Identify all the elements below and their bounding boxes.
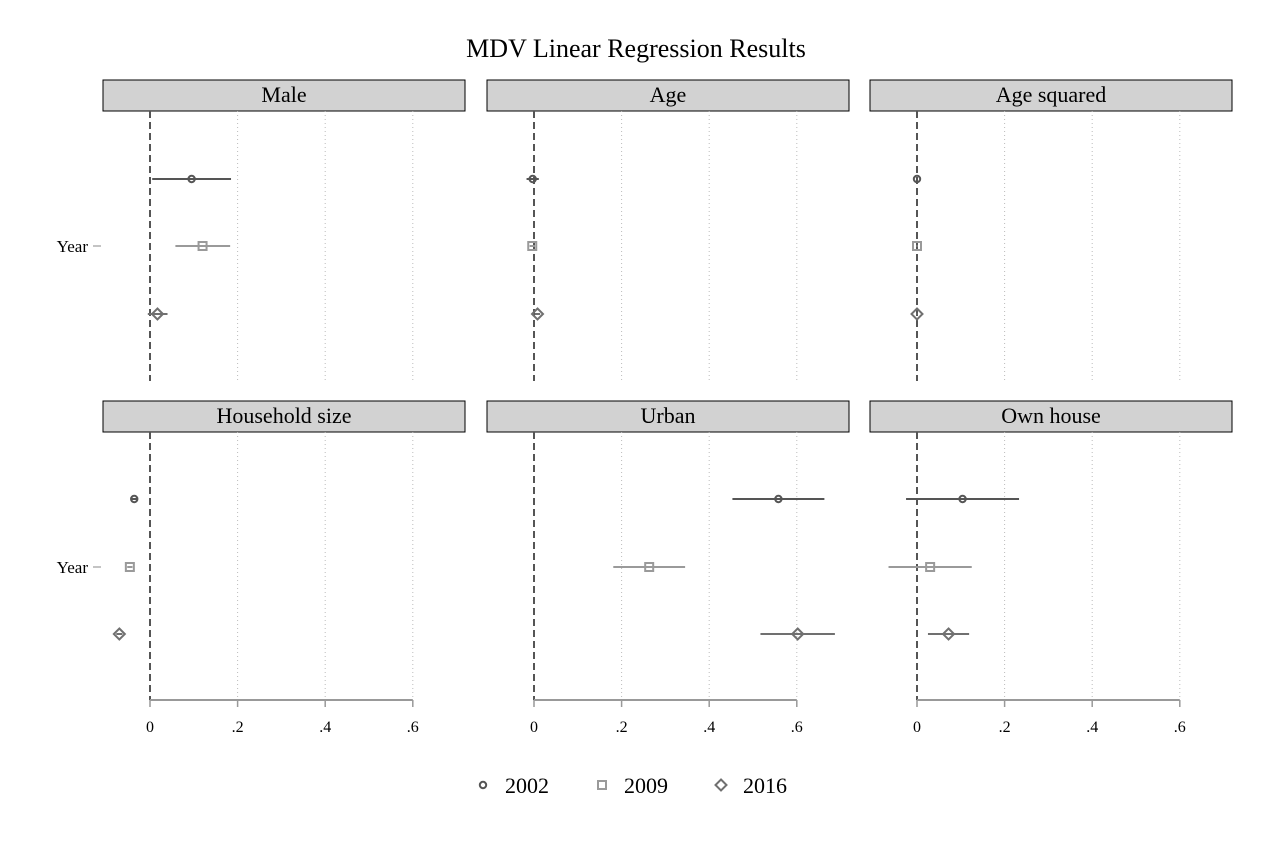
panel-age: Age bbox=[486, 79, 850, 381]
panel-header-age-squared bbox=[869, 79, 1233, 112]
x-tick-label-household-size-3: .6 bbox=[407, 719, 419, 736]
panel-label-age: Age bbox=[650, 82, 687, 107]
marker-household-size-2016 bbox=[112, 627, 127, 641]
panel-label-male: Male bbox=[261, 82, 306, 107]
x-axis-own-house: 0 .2 .4 .6 bbox=[913, 699, 1186, 736]
x-tick-label-own-house-2: .4 bbox=[1086, 719, 1098, 736]
marker-age-2016 bbox=[530, 307, 545, 321]
panel-male: Male Year bbox=[57, 79, 466, 381]
legend-label-2002: 2002 bbox=[505, 773, 549, 798]
marker-male-2016 bbox=[150, 307, 165, 321]
legend-item-2002: 2002 bbox=[478, 773, 549, 798]
estimate-age-squared-2009 bbox=[912, 241, 922, 251]
estimate-male-2002 bbox=[152, 174, 232, 184]
x-tick-label-own-house-1: .2 bbox=[999, 719, 1011, 736]
estimate-household-size-2016 bbox=[112, 627, 127, 641]
legend-label-2016: 2016 bbox=[743, 773, 787, 798]
estimate-urban-2002 bbox=[732, 494, 825, 504]
y-axis-label-row-2: Year bbox=[57, 558, 89, 577]
y-axis-label-row-1: Year bbox=[57, 237, 89, 256]
marker-own-house-2009 bbox=[925, 562, 936, 572]
legend-marker-2009 bbox=[597, 780, 607, 790]
estimate-age-squared-2016 bbox=[910, 307, 924, 321]
estimate-male-2009 bbox=[175, 241, 231, 251]
panel-own-house: Own house 0 .2 .4 .6 bbox=[869, 400, 1233, 736]
panel-header-household-size bbox=[102, 400, 466, 433]
x-axis-household-size: 0 .2 .4 .6 bbox=[146, 699, 419, 736]
panel-header-own-house bbox=[869, 400, 1233, 433]
marker-household-size-2002 bbox=[130, 494, 139, 504]
legend-label-2009: 2009 bbox=[624, 773, 668, 798]
marker-male-2009 bbox=[197, 241, 208, 251]
marker-own-house-2002 bbox=[958, 494, 967, 504]
legend-marker-2002 bbox=[478, 780, 488, 790]
marker-urban-2002 bbox=[774, 494, 783, 504]
estimate-age-squared-2002 bbox=[912, 174, 922, 184]
estimate-age-2016 bbox=[530, 307, 545, 321]
panel-label-household-size: Household size bbox=[216, 403, 351, 428]
estimate-urban-2009 bbox=[613, 562, 686, 572]
marker-age-2009 bbox=[527, 241, 538, 251]
marker-urban-2009 bbox=[644, 562, 655, 572]
x-axis-urban: 0 .2 .4 .6 bbox=[530, 699, 803, 736]
x-tick-label-urban-0: 0 bbox=[530, 719, 538, 736]
panel-household-size: Household size Year 0 .2 .4 .6 bbox=[57, 400, 466, 736]
panel-header-urban bbox=[486, 400, 850, 433]
marker-age-squared-2009 bbox=[912, 241, 922, 251]
estimate-male-2016 bbox=[147, 307, 168, 321]
legend-item-2009: 2009 bbox=[597, 773, 668, 798]
estimate-household-size-2002 bbox=[130, 494, 139, 504]
chart-title: MDV Linear Regression Results bbox=[466, 34, 806, 63]
estimate-own-house-2009 bbox=[888, 562, 972, 572]
marker-own-house-2016 bbox=[941, 627, 956, 641]
marker-male-2002 bbox=[187, 174, 196, 184]
x-tick-label-own-house-0: 0 bbox=[913, 719, 921, 736]
x-tick-label-household-size-1: .2 bbox=[232, 719, 244, 736]
panel-header-age bbox=[486, 79, 850, 112]
marker-age-squared-2016 bbox=[910, 307, 924, 321]
estimate-urban-2016 bbox=[760, 627, 835, 641]
x-tick-label-urban-3: .6 bbox=[791, 719, 803, 736]
x-tick-label-own-house-3: .6 bbox=[1174, 719, 1186, 736]
legend-marker-2016 bbox=[714, 778, 728, 792]
panel-label-own-house: Own house bbox=[1001, 403, 1101, 428]
estimate-age-2002 bbox=[526, 174, 539, 184]
marker-household-size-2009 bbox=[124, 562, 135, 572]
panel-urban: Urban 0 .2 .4 .6 bbox=[486, 400, 850, 736]
marker-urban-2016 bbox=[790, 627, 805, 641]
x-tick-label-urban-2: .4 bbox=[703, 719, 715, 736]
x-tick-label-urban-1: .2 bbox=[616, 719, 628, 736]
panel-header-male bbox=[102, 79, 466, 112]
marker-age-2002 bbox=[528, 174, 537, 184]
panel-label-urban: Urban bbox=[641, 403, 696, 428]
panel-age-squared: Age squared bbox=[869, 79, 1233, 381]
marker-age-squared-2002 bbox=[912, 174, 922, 184]
x-tick-label-household-size-0: 0 bbox=[146, 719, 154, 736]
panel-label-age-squared: Age squared bbox=[996, 82, 1107, 107]
estimate-age-2009 bbox=[527, 241, 538, 251]
estimate-own-house-2002 bbox=[906, 494, 1020, 504]
estimate-own-house-2016 bbox=[927, 627, 970, 641]
legend-item-2016: 2016 bbox=[714, 773, 787, 798]
x-tick-label-household-size-2: .4 bbox=[319, 719, 331, 736]
legend: 2002 2009 2016 bbox=[478, 773, 787, 798]
panels-group: Male Year Age Age squared Household size Year… bbox=[57, 79, 1233, 736]
estimate-household-size-2009 bbox=[124, 562, 135, 572]
